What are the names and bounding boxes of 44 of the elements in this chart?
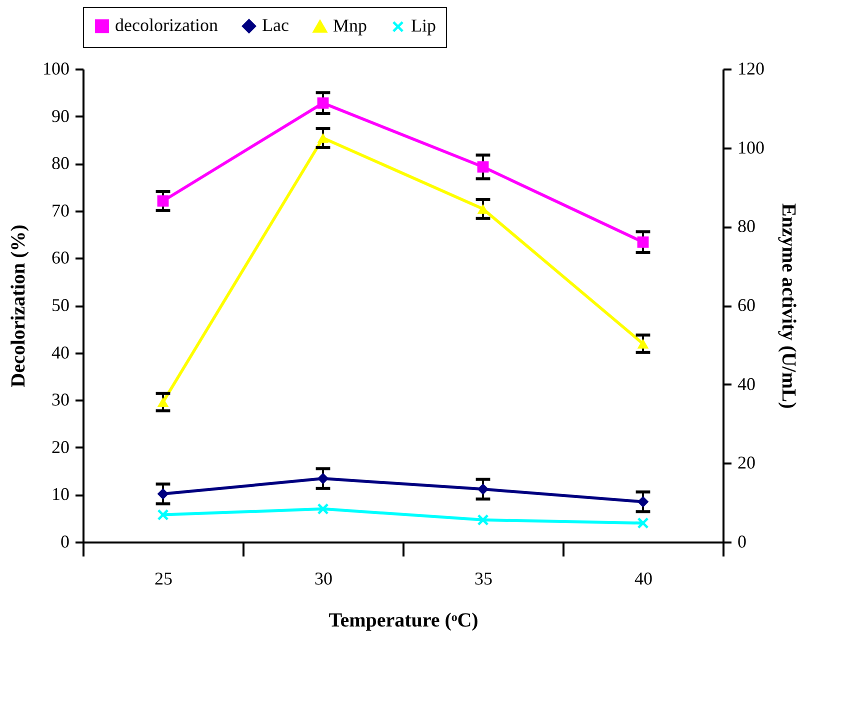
y-tick-label: 30 xyxy=(52,390,70,410)
point xyxy=(157,195,169,207)
x-tick-label: 40 xyxy=(634,568,652,588)
y-tick-label: 90 xyxy=(52,106,70,126)
point xyxy=(317,133,329,143)
y-axis-title: Decolorization (%) xyxy=(8,224,30,388)
point xyxy=(317,97,329,109)
point xyxy=(477,514,489,526)
y-tick-label: 70 xyxy=(52,200,70,220)
y2-axis-title: Enzyme activity (U/mL) xyxy=(778,203,800,409)
y-tick-label: 20 xyxy=(52,436,70,457)
y-tick-label: 60 xyxy=(52,248,70,268)
y2-tick-label: 80 xyxy=(738,216,756,236)
y2-tick-label: 100 xyxy=(738,137,764,158)
legend-label: decolorization xyxy=(115,15,218,36)
point xyxy=(157,488,169,500)
y2-tick-label: 0 xyxy=(738,532,746,552)
point xyxy=(477,483,489,495)
point xyxy=(477,161,489,173)
x-tick-label: 30 xyxy=(314,568,332,588)
y-tick-label: 80 xyxy=(52,153,70,174)
point xyxy=(637,517,649,529)
x-axis-title: Temperature (ᵒC) xyxy=(328,610,478,632)
point xyxy=(317,472,329,484)
point xyxy=(637,236,649,248)
point xyxy=(637,496,649,508)
y2-tick-label: 60 xyxy=(738,295,756,315)
y2-tick-label: 20 xyxy=(738,452,756,473)
legend-label: Lac xyxy=(262,15,289,36)
y-tick-label: 40 xyxy=(52,342,70,362)
y2-tick-label: 120 xyxy=(738,58,764,78)
y-tick-label: 50 xyxy=(52,295,70,315)
y2-tick-label: 40 xyxy=(738,374,756,394)
point xyxy=(637,338,649,349)
x-tick-label: 35 xyxy=(474,568,492,588)
point xyxy=(317,503,329,515)
legend-label: Mnp xyxy=(333,16,368,36)
point xyxy=(157,397,169,408)
y-tick-label: 0 xyxy=(60,532,70,552)
y-tick-label: 100 xyxy=(42,58,70,78)
x-tick-label: 25 xyxy=(154,568,172,588)
legend-label: Lip xyxy=(411,16,436,36)
point xyxy=(157,508,169,521)
y-tick-label: 10 xyxy=(52,484,70,504)
